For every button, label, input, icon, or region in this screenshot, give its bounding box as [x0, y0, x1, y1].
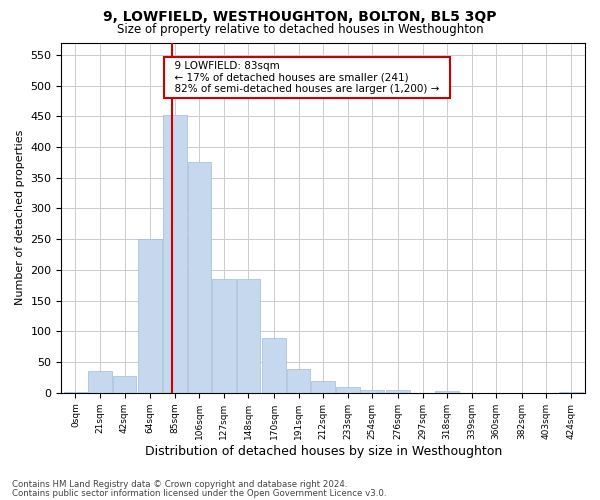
Bar — [361, 390, 384, 393]
Text: Contains public sector information licensed under the Open Government Licence v3: Contains public sector information licen… — [12, 488, 386, 498]
Text: 9 LOWFIELD: 83sqm  
  ← 17% of detached houses are smaller (241)  
  82% of semi: 9 LOWFIELD: 83sqm ← 17% of detached hous… — [168, 61, 446, 94]
Bar — [386, 390, 410, 393]
Text: Size of property relative to detached houses in Westhoughton: Size of property relative to detached ho… — [116, 22, 484, 36]
Bar — [236, 279, 260, 393]
Bar — [88, 372, 112, 393]
Bar — [287, 370, 310, 393]
Bar — [559, 392, 583, 393]
Bar — [336, 386, 359, 393]
Bar — [262, 338, 286, 393]
Bar — [64, 392, 87, 393]
Bar — [139, 238, 162, 393]
Bar — [311, 381, 335, 393]
Y-axis label: Number of detached properties: Number of detached properties — [15, 130, 25, 306]
Bar — [212, 279, 236, 393]
Bar — [435, 391, 459, 393]
X-axis label: Distribution of detached houses by size in Westhoughton: Distribution of detached houses by size … — [145, 444, 502, 458]
Bar — [113, 376, 136, 393]
Text: 9, LOWFIELD, WESTHOUGHTON, BOLTON, BL5 3QP: 9, LOWFIELD, WESTHOUGHTON, BOLTON, BL5 3… — [103, 10, 497, 24]
Bar — [163, 115, 187, 393]
Text: Contains HM Land Registry data © Crown copyright and database right 2024.: Contains HM Land Registry data © Crown c… — [12, 480, 347, 489]
Bar — [188, 162, 211, 393]
